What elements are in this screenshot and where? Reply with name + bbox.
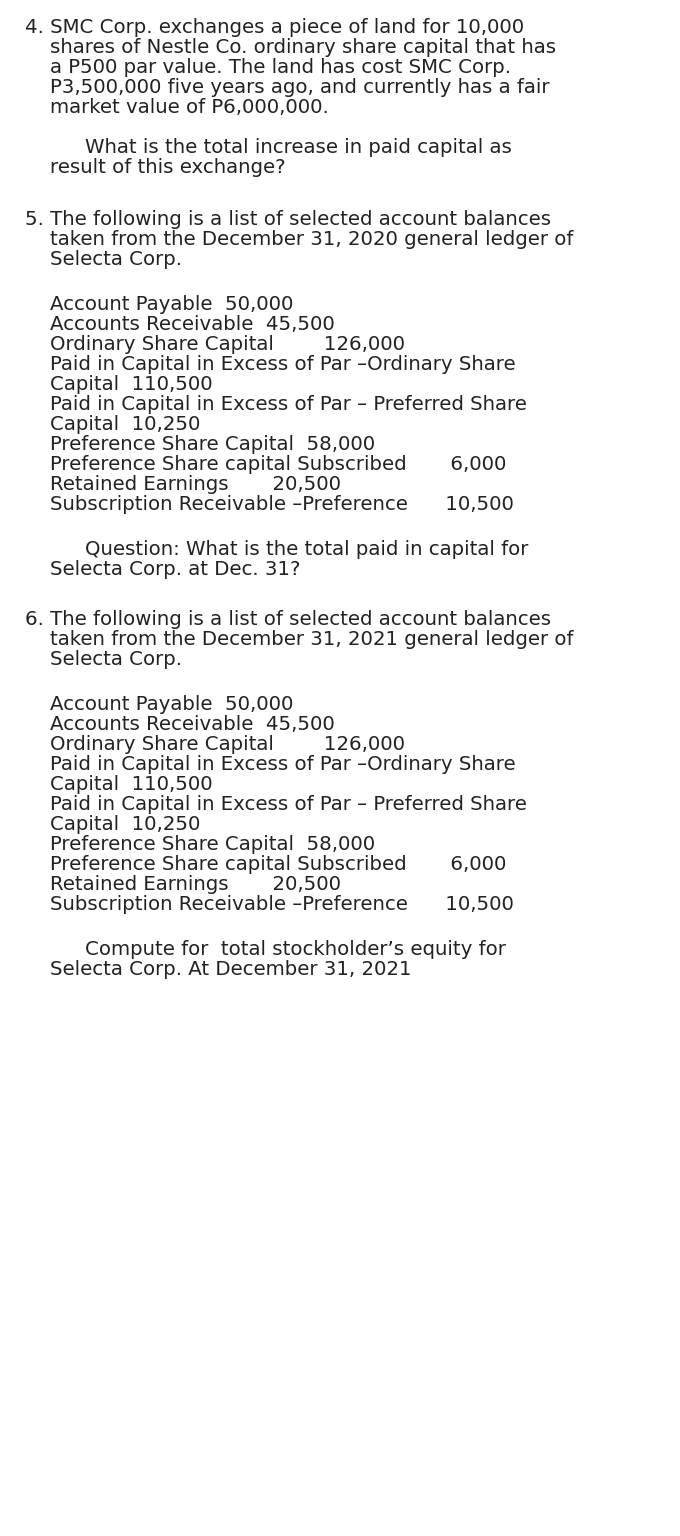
Text: Preference Share Capital  58,000: Preference Share Capital 58,000 bbox=[50, 435, 375, 455]
Text: taken from the December 31, 2021 general ledger of: taken from the December 31, 2021 general… bbox=[50, 630, 573, 650]
Text: What is the total increase in paid capital as: What is the total increase in paid capit… bbox=[85, 138, 512, 157]
Text: Selecta Corp. At December 31, 2021: Selecta Corp. At December 31, 2021 bbox=[50, 960, 411, 978]
Text: Paid in Capital in Excess of Par – Preferred Share: Paid in Capital in Excess of Par – Prefe… bbox=[50, 796, 527, 814]
Text: Capital  10,250: Capital 10,250 bbox=[50, 816, 201, 834]
Text: Paid in Capital in Excess of Par –Ordinary Share: Paid in Capital in Excess of Par –Ordina… bbox=[50, 756, 515, 774]
Text: Account Payable  50,000: Account Payable 50,000 bbox=[50, 694, 293, 714]
Text: Preference Share capital Subscribed       6,000: Preference Share capital Subscribed 6,00… bbox=[50, 455, 507, 475]
Text: Ordinary Share Capital        126,000: Ordinary Share Capital 126,000 bbox=[50, 335, 405, 353]
Text: Preference Share capital Subscribed       6,000: Preference Share capital Subscribed 6,00… bbox=[50, 856, 507, 874]
Text: Selecta Corp. at Dec. 31?: Selecta Corp. at Dec. 31? bbox=[50, 561, 301, 579]
Text: market value of P6,000,000.: market value of P6,000,000. bbox=[50, 98, 328, 117]
Text: a P500 par value. The land has cost SMC Corp.: a P500 par value. The land has cost SMC … bbox=[50, 58, 511, 77]
Text: Selecta Corp.: Selecta Corp. bbox=[50, 650, 182, 670]
Text: taken from the December 31, 2020 general ledger of: taken from the December 31, 2020 general… bbox=[50, 230, 573, 249]
Text: Subscription Receivable –Preference      10,500: Subscription Receivable –Preference 10,5… bbox=[50, 495, 514, 515]
Text: Retained Earnings       20,500: Retained Earnings 20,500 bbox=[50, 876, 341, 894]
Text: 4. SMC Corp. exchanges a piece of land for 10,000: 4. SMC Corp. exchanges a piece of land f… bbox=[25, 18, 524, 37]
Text: 6. The following is a list of selected account balances: 6. The following is a list of selected a… bbox=[25, 610, 551, 630]
Text: Ordinary Share Capital        126,000: Ordinary Share Capital 126,000 bbox=[50, 736, 405, 754]
Text: Question: What is the total paid in capital for: Question: What is the total paid in capi… bbox=[85, 541, 528, 559]
Text: P3,500,000 five years ago, and currently has a fair: P3,500,000 five years ago, and currently… bbox=[50, 78, 549, 97]
Text: shares of Nestle Co. ordinary share capital that has: shares of Nestle Co. ordinary share capi… bbox=[50, 38, 556, 57]
Text: Subscription Receivable –Preference      10,500: Subscription Receivable –Preference 10,5… bbox=[50, 895, 514, 914]
Text: Accounts Receivable  45,500: Accounts Receivable 45,500 bbox=[50, 315, 335, 333]
Text: Paid in Capital in Excess of Par –Ordinary Share: Paid in Capital in Excess of Par –Ordina… bbox=[50, 355, 515, 373]
Text: Retained Earnings       20,500: Retained Earnings 20,500 bbox=[50, 475, 341, 495]
Text: Account Payable  50,000: Account Payable 50,000 bbox=[50, 295, 293, 313]
Text: Accounts Receivable  45,500: Accounts Receivable 45,500 bbox=[50, 714, 335, 734]
Text: Capital  10,250: Capital 10,250 bbox=[50, 415, 201, 435]
Text: Selecta Corp.: Selecta Corp. bbox=[50, 250, 182, 269]
Text: Capital  110,500: Capital 110,500 bbox=[50, 776, 213, 794]
Text: Compute for  total stockholder’s equity for: Compute for total stockholder’s equity f… bbox=[85, 940, 506, 958]
Text: 5. The following is a list of selected account balances: 5. The following is a list of selected a… bbox=[25, 210, 551, 229]
Text: Preference Share Capital  58,000: Preference Share Capital 58,000 bbox=[50, 836, 375, 854]
Text: Paid in Capital in Excess of Par – Preferred Share: Paid in Capital in Excess of Par – Prefe… bbox=[50, 395, 527, 415]
Text: result of this exchange?: result of this exchange? bbox=[50, 158, 286, 177]
Text: Capital  110,500: Capital 110,500 bbox=[50, 375, 213, 395]
